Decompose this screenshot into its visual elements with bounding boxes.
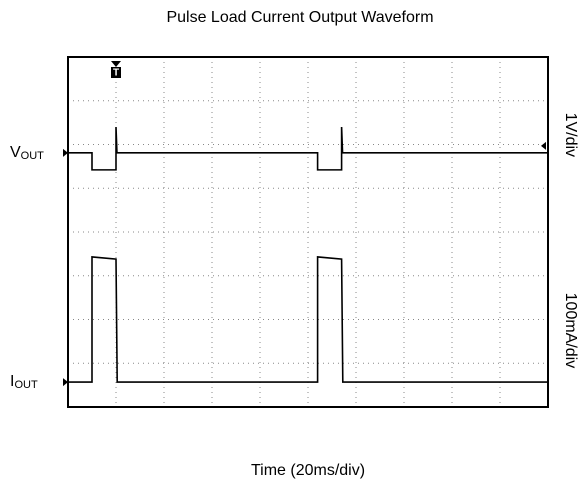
series-label: IOUT <box>10 373 38 391</box>
trace <box>68 256 548 383</box>
plot-frame <box>67 56 549 408</box>
scale-label: 100mA/div <box>562 293 579 369</box>
series-label: VOUT <box>10 144 44 162</box>
trigger-box <box>111 67 121 78</box>
x-axis-label: Time (20ms/div) <box>251 462 365 479</box>
label-main: V <box>10 144 21 161</box>
channel-marker <box>63 378 68 387</box>
trigger-marker <box>111 61 121 67</box>
trace <box>68 126 548 171</box>
chart-title: Pulse Load Current Output Waveform <box>166 9 433 26</box>
label-main: I <box>10 373 14 390</box>
label-sub: OUT <box>21 150 45 162</box>
label-sub: OUT <box>14 379 38 391</box>
scale-label: 1V/div <box>562 113 579 157</box>
trigger-label: T <box>113 68 119 79</box>
level-marker <box>541 141 546 150</box>
channel-marker <box>63 148 68 157</box>
